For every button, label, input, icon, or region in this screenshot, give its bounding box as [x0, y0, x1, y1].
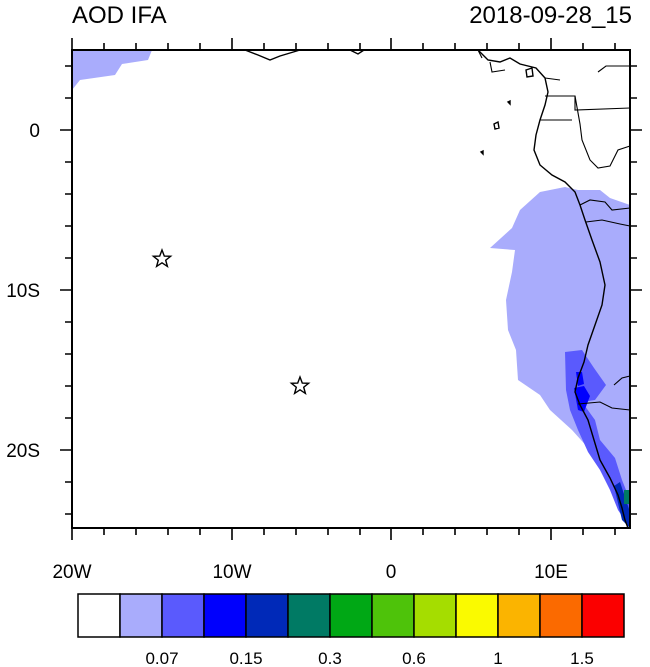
colorbar-label-1: 0.15 — [229, 649, 262, 667]
island-bioko — [525, 67, 534, 78]
coastline-north — [244, 49, 301, 61]
colorbar-box-0 — [77, 593, 121, 638]
map-ticks — [60, 38, 642, 540]
lat-label-0: 0 — [29, 121, 40, 142]
lat-tick-labels: 0 10S 20S — [6, 121, 40, 462]
island-annobon-2 — [479, 149, 484, 156]
border-4 — [477, 49, 483, 59]
aod-shading — [72, 50, 630, 528]
island-annobon — [506, 99, 511, 106]
coastline-islet — [349, 49, 365, 55]
tick-x-minor — [103, 528, 616, 535]
aod-patch-northwest — [72, 50, 152, 90]
colorbar-box-9 — [455, 593, 499, 638]
border-6 — [579, 199, 631, 211]
variable-title: AOD IFA — [72, 2, 167, 29]
colorbar-box-3 — [203, 593, 247, 638]
country-borders — [477, 49, 631, 411]
colorbar-label-0: 0.07 — [145, 649, 178, 667]
coastlines — [244, 49, 629, 529]
colorbar-label-3: 0.6 — [402, 649, 426, 667]
border-10 — [597, 65, 630, 73]
lon-label-20w: 20W — [52, 562, 91, 583]
tick-right-minor — [630, 65, 637, 515]
lat-label-10s: 10S — [6, 281, 40, 302]
lon-label-10w: 10W — [212, 562, 251, 583]
marker-star-2 — [289, 375, 311, 396]
aod-high-north — [576, 372, 584, 386]
lon-tick-labels: 20W 10W 0 10E — [52, 562, 567, 583]
colorbar-box-11 — [539, 593, 583, 638]
colorbar-label-5: 1.5 — [570, 649, 594, 667]
aod-high-spot — [574, 386, 590, 412]
tick-top-minor — [103, 43, 616, 50]
colorbar-box-6 — [329, 593, 373, 638]
colorbar-box-4 — [245, 593, 289, 638]
markers — [151, 248, 311, 396]
tick-right-major — [630, 129, 642, 451]
colorbar — [77, 593, 625, 638]
island-sao-tome — [493, 120, 500, 130]
aod-green-speck — [624, 490, 630, 504]
lon-label-10e: 10E — [534, 562, 568, 583]
border-2 — [574, 95, 631, 169]
border-1 — [545, 95, 631, 111]
colorbar-box-1 — [119, 593, 163, 638]
border-9 — [613, 375, 631, 386]
colorbar-box-2 — [161, 593, 205, 638]
lat-label-20s: 20S — [6, 441, 40, 462]
marker-star-1 — [151, 248, 173, 269]
border-5 — [489, 61, 506, 73]
tick-x-major — [71, 528, 552, 540]
border-7 — [585, 219, 631, 227]
colorbar-box-12 — [581, 593, 625, 638]
colorbar-label-2: 0.3 — [318, 649, 342, 667]
colorbar-labels: 0.07 0.15 0.3 0.6 1 1.5 — [145, 649, 593, 667]
border-8 — [577, 401, 631, 411]
colorbar-box-10 — [497, 593, 541, 638]
colorbar-box-7 — [371, 593, 415, 638]
colorbar-box-8 — [413, 593, 457, 638]
tick-top-major — [71, 38, 552, 50]
colorbar-label-4: 1 — [493, 649, 502, 667]
colorbar-box-5 — [287, 593, 331, 638]
datetime-label: 2018-09-28_15 — [469, 2, 632, 29]
tick-y-major — [60, 129, 72, 451]
tick-y-minor — [65, 65, 72, 515]
border-11 — [544, 77, 561, 81]
lon-label-0: 0 — [386, 562, 397, 583]
map-frame — [71, 49, 631, 529]
coastline-gulf — [477, 49, 629, 529]
